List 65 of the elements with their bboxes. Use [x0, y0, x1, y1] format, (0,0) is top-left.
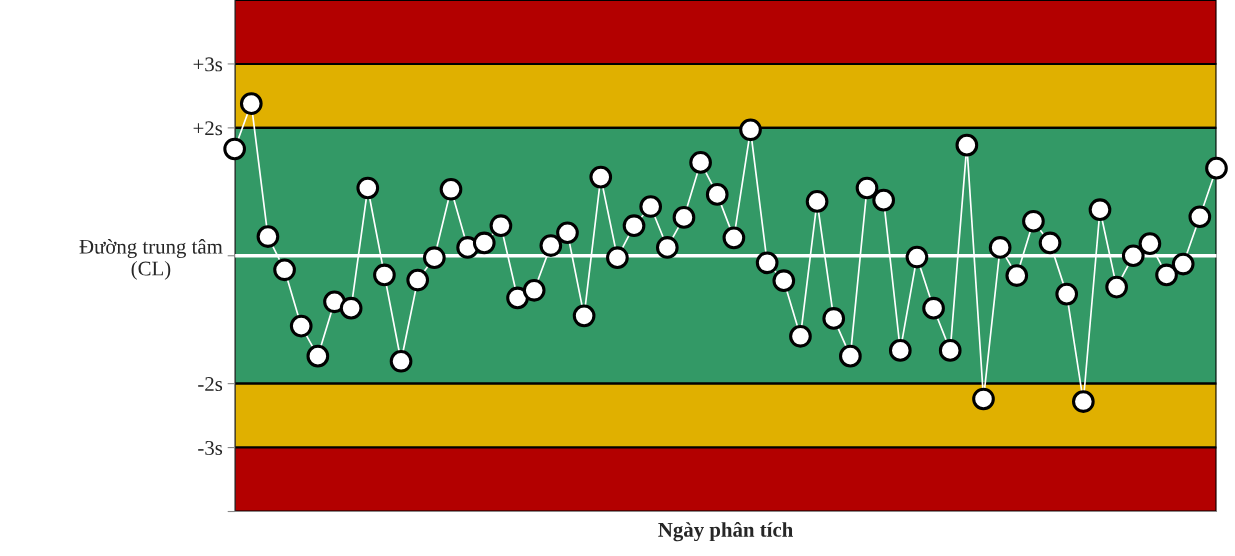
- point: [988, 236, 1012, 259]
- point: [1022, 209, 1045, 233]
- point: [1188, 205, 1212, 229]
- point: [972, 387, 995, 411]
- point: [1205, 156, 1228, 180]
- point: [789, 324, 812, 348]
- point: [589, 165, 613, 189]
- point: [722, 226, 746, 250]
- point: [1105, 275, 1128, 299]
- point: [1005, 264, 1029, 287]
- y-tick-label: Đường trung tâm (CL): [79, 239, 223, 280]
- y-tick-label: +2s: [193, 121, 223, 136]
- x-axis-title: Ngày phân tích: [658, 521, 793, 542]
- point: [955, 133, 979, 157]
- point: [506, 286, 529, 310]
- point: [872, 188, 895, 212]
- point: [1138, 232, 1162, 255]
- point: [422, 246, 446, 270]
- point: [905, 245, 929, 269]
- point: [855, 176, 879, 200]
- point: [373, 263, 396, 287]
- point: [439, 177, 463, 201]
- point: [323, 290, 346, 314]
- point: [339, 296, 363, 320]
- point: [356, 176, 380, 200]
- point: [539, 234, 563, 257]
- point: [772, 269, 796, 293]
- point: [739, 118, 762, 142]
- point: [1071, 390, 1095, 413]
- point: [572, 304, 596, 328]
- point: [839, 344, 862, 368]
- point: [888, 339, 912, 362]
- point: [805, 190, 829, 213]
- point: [389, 349, 413, 373]
- y-tick-label: -3s: [198, 441, 223, 456]
- point: [1088, 198, 1112, 222]
- point: [522, 278, 546, 302]
- point: [273, 258, 296, 282]
- point: [489, 214, 513, 238]
- point: [622, 214, 646, 238]
- point: [256, 225, 280, 248]
- point: [1171, 252, 1195, 276]
- point: [822, 307, 846, 330]
- point: [1038, 231, 1062, 255]
- y-tick-label: -2s: [198, 377, 223, 392]
- point: [938, 339, 962, 362]
- point: [1055, 282, 1079, 306]
- point: [556, 221, 579, 245]
- point: [705, 183, 729, 206]
- point: [1121, 244, 1145, 268]
- point: [239, 92, 263, 115]
- point: [289, 314, 313, 338]
- point: [223, 137, 246, 161]
- point: [755, 251, 779, 275]
- point: [922, 296, 945, 320]
- point: [472, 231, 496, 255]
- point: [1155, 263, 1178, 287]
- point: [306, 344, 330, 368]
- point: [406, 268, 430, 292]
- point: [606, 246, 629, 270]
- y-tick-label: +3s: [193, 57, 223, 72]
- point: [672, 206, 696, 229]
- point: [655, 236, 679, 259]
- point: [639, 195, 663, 218]
- point: [689, 151, 712, 174]
